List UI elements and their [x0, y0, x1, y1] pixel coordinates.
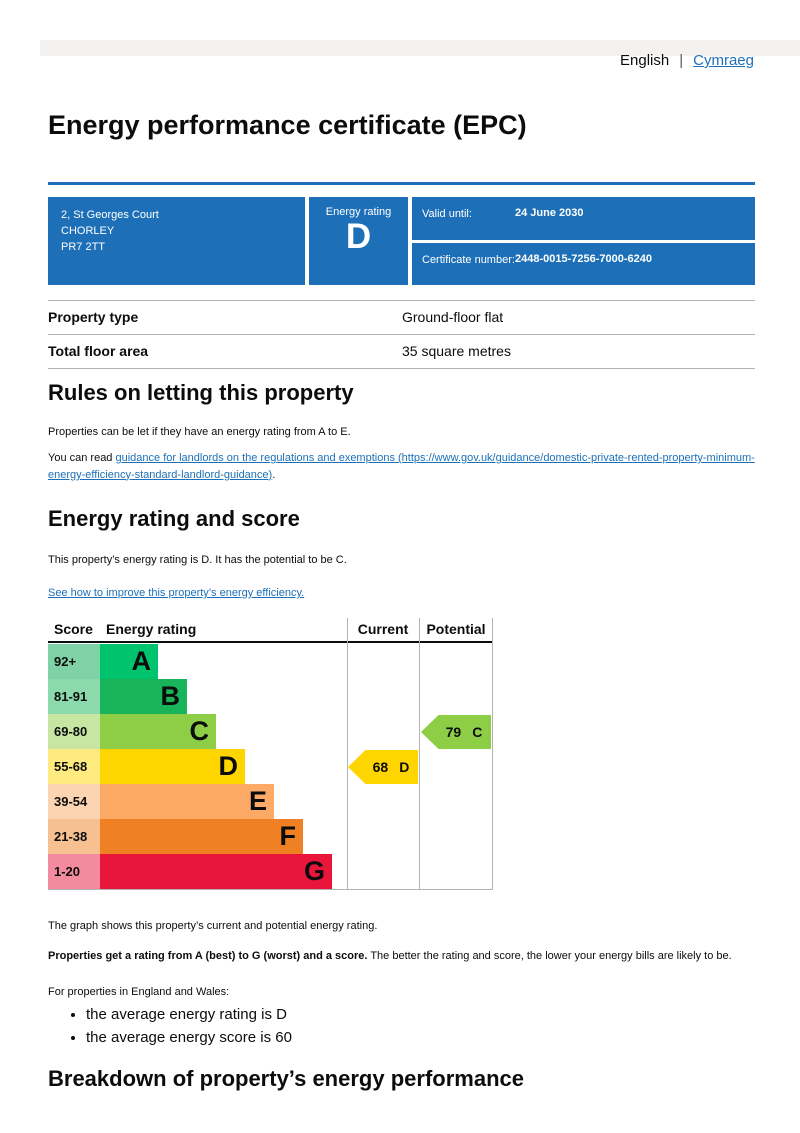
band-bar: E: [100, 784, 274, 819]
rating-explanation-bold: Properties get a rating from A (best) to…: [48, 950, 368, 962]
certificate-number-row: Certificate number: 2448-0015-7256-7000-…: [412, 242, 755, 285]
top-divider-strip: [40, 40, 800, 56]
page-title: Energy performance certificate (EPC): [48, 110, 527, 140]
language-separator: |: [679, 52, 684, 69]
chart-column-divider: [492, 618, 493, 890]
floor-area-value: 35 square metres: [402, 343, 511, 359]
potential-column-header: Potential: [426, 621, 486, 637]
list-item: the average energy rating is D: [86, 1004, 292, 1026]
landlord-guidance-link[interactable]: guidance for landlords on the regulation…: [48, 452, 755, 481]
current-column-header: Current: [357, 621, 409, 637]
certificate-number-value: 2448-0015-7256-7000-6240: [515, 252, 653, 265]
energy-rating-heading: Energy rating and score: [48, 506, 300, 531]
address-panel: 2, St Georges Court CHORLEY PR7 2TT: [48, 197, 305, 285]
valid-until-value: 24 June 2030: [515, 207, 584, 219]
chart-bottom-border: [48, 889, 493, 890]
score-cell: 69-80: [48, 714, 100, 749]
certificate-number-label: Certificate number:: [422, 253, 515, 266]
current-rating-arrow-score: 68: [372, 759, 389, 775]
floor-area-label: Total floor area: [48, 343, 149, 359]
score-cell: 1-20: [48, 854, 100, 889]
band-bar: C: [100, 714, 216, 749]
energy-rating-summary: This property’s energy rating is D. It h…: [48, 554, 347, 566]
chart-column-divider: [347, 618, 348, 890]
graph-note: The graph shows this property’s current …: [48, 920, 378, 932]
energy-rating-label: Energy rating: [325, 206, 392, 218]
guidance-text-suffix: .: [272, 468, 276, 481]
band-bar: A: [100, 644, 158, 679]
address-line-2: CHORLEY: [61, 224, 115, 237]
certificate-details-panel: Valid until: 24 June 2030 Certificate nu…: [412, 197, 755, 285]
band-bar: D: [100, 749, 245, 784]
potential-rating-arrow-letter: C: [472, 724, 483, 740]
score-cell: 39-54: [48, 784, 100, 819]
score-cell: 21-38: [48, 819, 100, 854]
rating-explanation: Properties get a rating from A (best) to…: [48, 948, 755, 965]
improve-efficiency-link[interactable]: See how to improve this property’s energ…: [48, 587, 305, 599]
band-bar: B: [100, 679, 187, 714]
valid-until-row: Valid until: 24 June 2030: [412, 197, 755, 240]
certificate-banner: 2, St Georges Court CHORLEY PR7 2TT Ener…: [48, 197, 755, 285]
score-cell: 81-91: [48, 679, 100, 714]
list-item: the average energy score is 60: [86, 1027, 292, 1049]
current-rating-arrow-letter: D: [399, 759, 410, 775]
energy-rating-column-header: Energy rating: [106, 621, 197, 637]
band-bar: G: [100, 854, 332, 889]
valid-until-label: Valid until:: [422, 208, 472, 220]
chart-column-divider: [419, 618, 420, 890]
average-ratings-list: the average energy rating is D the avera…: [70, 1004, 292, 1050]
band-bar: F: [100, 819, 303, 854]
energy-rating-value: D: [345, 217, 372, 256]
chart-header-underline: [48, 641, 493, 643]
language-bar: English | Cymraeg: [620, 52, 754, 69]
address-line-3: PR7 2TT: [61, 240, 106, 253]
property-summary-table: Property type Ground-floor flat Total fl…: [48, 300, 755, 369]
rules-paragraph: Properties can be let if they have an en…: [48, 426, 351, 438]
improve-efficiency-paragraph: See how to improve this property’s energ…: [48, 585, 755, 602]
language-current: English: [620, 52, 670, 69]
language-link-cymraeg[interactable]: Cymraeg: [693, 52, 754, 69]
rating-explanation-rest: The better the rating and score, the low…: [367, 950, 732, 962]
rules-heading: Rules on letting this property: [48, 380, 354, 405]
potential-rating-arrow-score: 79: [445, 724, 462, 740]
table-row: Property type Ground-floor flat: [48, 300, 755, 334]
england-wales-note: For properties in England and Wales:: [48, 986, 230, 998]
address-line-1: 2, St Georges Court: [61, 209, 159, 221]
current-rating-arrow: 68 D: [348, 750, 418, 784]
property-type-value: Ground-floor flat: [402, 309, 504, 325]
score-cell: 92+: [48, 644, 100, 679]
property-type-label: Property type: [48, 309, 139, 325]
title-divider: [48, 182, 755, 185]
breakdown-heading: Breakdown of property’s energy performan…: [48, 1066, 524, 1091]
score-cell: 55-68: [48, 749, 100, 784]
score-column-header: Score: [54, 621, 93, 637]
potential-rating-arrow: 79 C: [421, 715, 491, 749]
table-row: Total floor area 35 square metres: [48, 334, 755, 369]
energy-rating-panel: Energy rating D: [309, 197, 408, 285]
guidance-text-prefix: You can read: [48, 452, 116, 464]
epc-rating-chart: Score Energy rating Current Potential 92+ A 81…: [48, 618, 493, 890]
rules-guidance-paragraph: You can read guidance for landlords on t…: [48, 450, 755, 483]
